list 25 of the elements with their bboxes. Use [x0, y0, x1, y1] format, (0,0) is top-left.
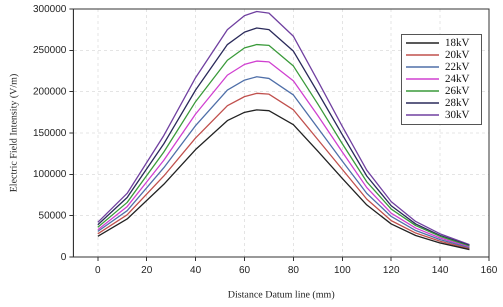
- y-tick-label: 150000: [32, 128, 67, 139]
- x-tick-label: 80: [288, 264, 300, 276]
- x-tick-label: 140: [432, 264, 449, 276]
- legend-label: 30kV: [445, 108, 470, 121]
- x-tick-label: 160: [480, 264, 498, 276]
- x-tick-label: 40: [190, 264, 202, 276]
- legend-label: 22kV: [445, 60, 470, 73]
- legend-label: 26kV: [445, 84, 470, 97]
- legend-label: 20kV: [445, 48, 470, 61]
- y-axis-title: Electric Field Intensity (V/m): [8, 74, 20, 192]
- x-tick-label: 120: [382, 264, 400, 276]
- y-tick-label: 100000: [32, 169, 67, 180]
- y-tick-label: 50000: [38, 210, 67, 222]
- y-tick-label: 200000: [32, 86, 67, 98]
- y-tick-label: 250000: [32, 45, 67, 56]
- x-tick-label: 60: [238, 264, 251, 276]
- x-tick-label: 100: [334, 264, 352, 276]
- legend-label: 18kV: [445, 36, 470, 49]
- x-tick-label: 20: [141, 264, 153, 276]
- legend-label: 24kV: [445, 72, 470, 85]
- legend-label: 28kV: [445, 96, 470, 109]
- x-tick-label: 0: [95, 264, 102, 276]
- x-axis-title: Distance Datum line (mm): [228, 290, 335, 301]
- y-tick-label: 0: [60, 252, 67, 263]
- y-tick-label: 300000: [32, 4, 67, 15]
